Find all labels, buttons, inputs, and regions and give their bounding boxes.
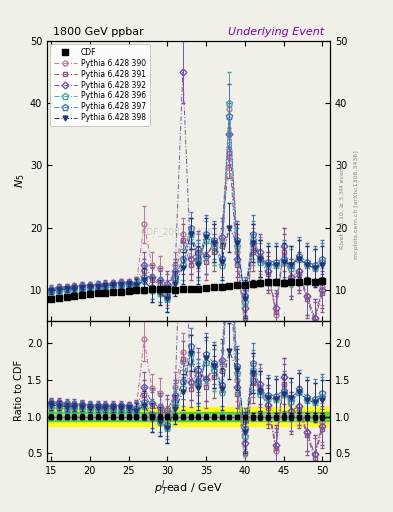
Bar [47, 407, 330, 426]
Y-axis label: Ratio to CDF: Ratio to CDF [14, 360, 24, 421]
Text: Underlying Event: Underlying Event [228, 27, 325, 37]
Text: 1800 GeV ppbar: 1800 GeV ppbar [53, 27, 143, 37]
Text: Rivet 3.1.10, ≥ 3.3M events: Rivet 3.1.10, ≥ 3.3M events [340, 161, 345, 249]
Bar [47, 412, 330, 421]
X-axis label: $p_T^l$ead / GeV: $p_T^l$ead / GeV [154, 478, 223, 498]
Y-axis label: $N_5$: $N_5$ [13, 174, 27, 188]
Text: mcplots.cern.ch [arXiv:1306.3436]: mcplots.cern.ch [arXiv:1306.3436] [354, 151, 359, 259]
Legend: CDF, Pythia 6.428 390, Pythia 6.428 391, Pythia 6.428 392, Pythia 6.428 396, Pyt: CDF, Pythia 6.428 390, Pythia 6.428 391,… [50, 44, 150, 126]
Text: CDF_2001_S4751469: CDF_2001_S4751469 [141, 227, 237, 236]
